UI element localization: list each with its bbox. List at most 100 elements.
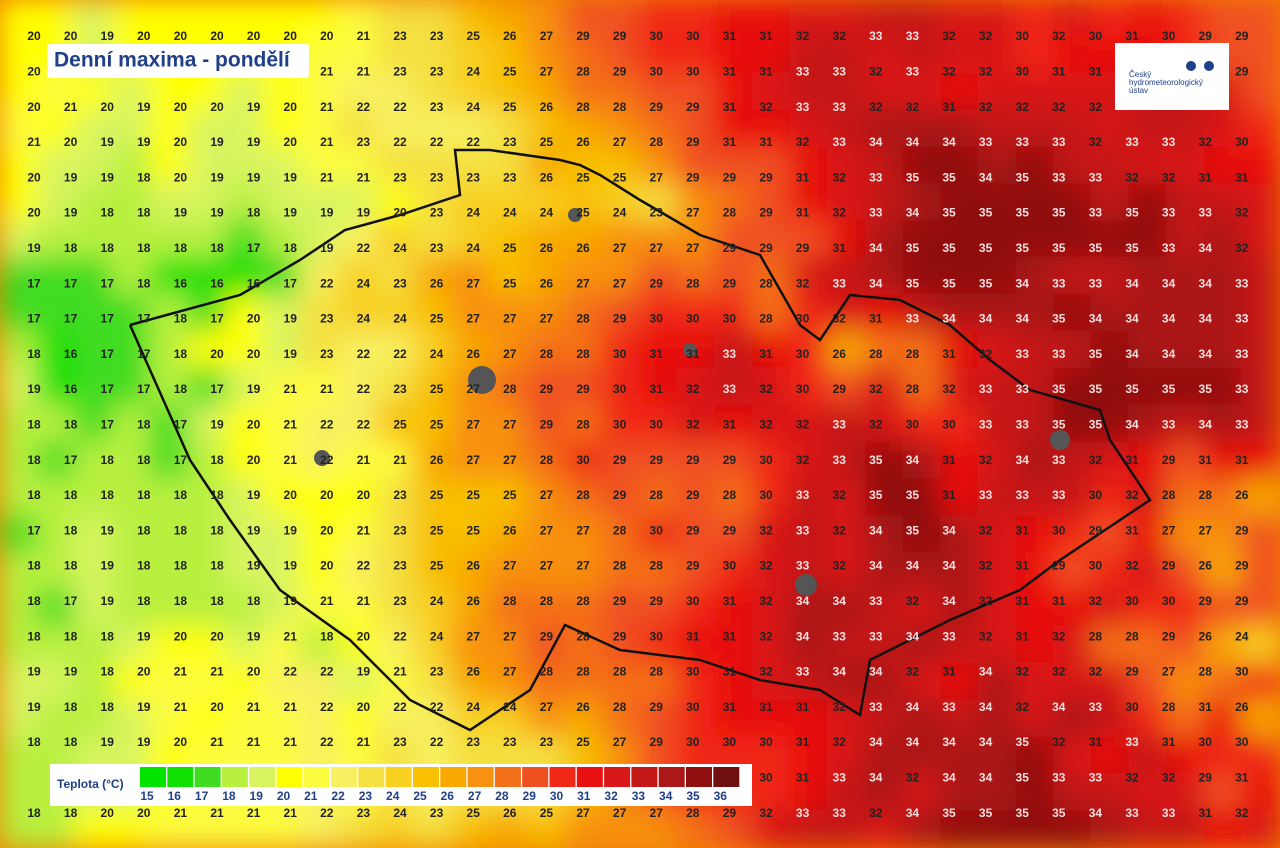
cell-value: 17 <box>137 347 151 361</box>
cell-value: 19 <box>64 665 78 679</box>
cell-value: 27 <box>540 312 554 326</box>
heat-cell <box>450 330 491 370</box>
heat-cell <box>0 330 39 370</box>
heat-cell <box>0 515 39 555</box>
cell-value: 28 <box>613 700 627 714</box>
cell-value: 34 <box>1016 453 1030 467</box>
heat-cell <box>1053 588 1093 628</box>
heat-cell <box>902 625 943 665</box>
heat-cell <box>149 699 190 739</box>
cell-value: 23 <box>393 735 407 749</box>
cell-value: 31 <box>942 100 956 114</box>
legend-label: 34 <box>659 789 673 803</box>
cell-value: 22 <box>393 629 407 643</box>
cell-value: 21 <box>357 735 371 749</box>
cell-value: 35 <box>942 170 956 184</box>
cell-value: 34 <box>1089 806 1103 820</box>
legend: Teplota (°C) 15 16 17 18 19 20 21 22 23 24 25 26 27 2… <box>50 764 752 806</box>
cell-value: 23 <box>430 241 444 255</box>
cell-value: 19 <box>284 559 298 573</box>
cell-value: 23 <box>393 170 407 184</box>
cell-value: 35 <box>906 276 920 290</box>
heat-cell <box>902 662 943 702</box>
heat-cell <box>789 478 830 518</box>
heat-cell <box>1128 109 1169 149</box>
cell-value: 32 <box>1125 488 1139 502</box>
cell-value: 17 <box>64 453 78 467</box>
heat-cell <box>300 552 340 591</box>
heat-cell <box>1241 810 1280 848</box>
heat-cell <box>450 404 491 444</box>
heat-cell <box>1015 293 1056 333</box>
cell-value: 25 <box>467 806 481 820</box>
legend-swatch <box>658 767 685 787</box>
cell-value: 34 <box>1162 347 1176 361</box>
heat-cell <box>0 257 39 296</box>
cell-value: 35 <box>906 241 920 255</box>
cell-value: 17 <box>27 276 41 290</box>
heat-cell <box>676 699 717 739</box>
heat-cell <box>262 330 303 370</box>
cell-value: 34 <box>869 665 883 679</box>
cell-value: 19 <box>101 523 115 537</box>
heat-cell <box>563 220 604 260</box>
heat-cell <box>940 0 980 38</box>
heat-cell <box>977 588 1018 628</box>
heat-cell <box>450 810 491 848</box>
cell-value: 30 <box>686 312 700 326</box>
cell-value: 30 <box>1089 29 1103 43</box>
cell-value: 27 <box>540 64 554 78</box>
cell-value: 21 <box>210 735 224 749</box>
heat-cell <box>827 478 867 518</box>
heat-cell <box>977 810 1018 848</box>
cell-value: 25 <box>503 100 517 114</box>
heat-cell <box>262 625 303 665</box>
heat-cell <box>1015 736 1056 776</box>
cell-value: 35 <box>979 206 993 220</box>
cell-value: 29 <box>686 170 700 184</box>
cell-value: 35 <box>1016 770 1030 784</box>
cell-value: 23 <box>430 100 444 114</box>
heat-cell <box>714 183 754 223</box>
cell-value: 25 <box>430 382 444 396</box>
value-grid: 20 20 19 20 20 20 20 20 20 21 23 23 25 26 27 29 29 30 30 31… <box>27 29 1248 820</box>
heat-cell <box>940 662 980 702</box>
heat-cell <box>300 662 340 702</box>
cell-value: 35 <box>1052 382 1066 396</box>
cell-value: 18 <box>210 488 224 502</box>
cell-value: 20 <box>247 347 261 361</box>
heat-cell <box>714 478 754 518</box>
cell-value: 22 <box>393 700 407 714</box>
cell-value: 17 <box>210 382 224 396</box>
heat-cell <box>375 810 416 848</box>
cell-value: 19 <box>27 382 41 396</box>
cell-value: 34 <box>1199 417 1213 431</box>
heat-cell <box>375 367 416 407</box>
cell-value: 22 <box>320 665 334 679</box>
legend-label: 30 <box>550 789 564 803</box>
heat-cell <box>751 515 792 555</box>
heat-cell <box>1241 552 1280 591</box>
cell-value: 21 <box>357 453 371 467</box>
cell-value: 31 <box>759 347 773 361</box>
heat-cell <box>488 183 529 223</box>
heat-cell <box>864 220 905 260</box>
cell-value: 17 <box>27 523 41 537</box>
cell-value: 17 <box>137 382 151 396</box>
cell-value: 31 <box>1016 559 1030 573</box>
heat-cell <box>1053 478 1093 518</box>
heat-cell <box>375 72 416 112</box>
heat-cell <box>413 515 453 555</box>
heat-cell <box>864 109 905 149</box>
heat-cell <box>1015 183 1056 223</box>
cell-value: 21 <box>357 29 371 43</box>
heat-cell <box>902 810 943 848</box>
cell-value: 18 <box>64 241 78 255</box>
cell-value: 35 <box>1199 382 1213 396</box>
heat-cell <box>864 810 905 848</box>
heat-cell <box>187 367 227 407</box>
heat-cell <box>639 552 679 591</box>
legend-swatch <box>604 767 631 787</box>
cell-value: 33 <box>1052 135 1066 149</box>
cell-value: 34 <box>906 735 920 749</box>
